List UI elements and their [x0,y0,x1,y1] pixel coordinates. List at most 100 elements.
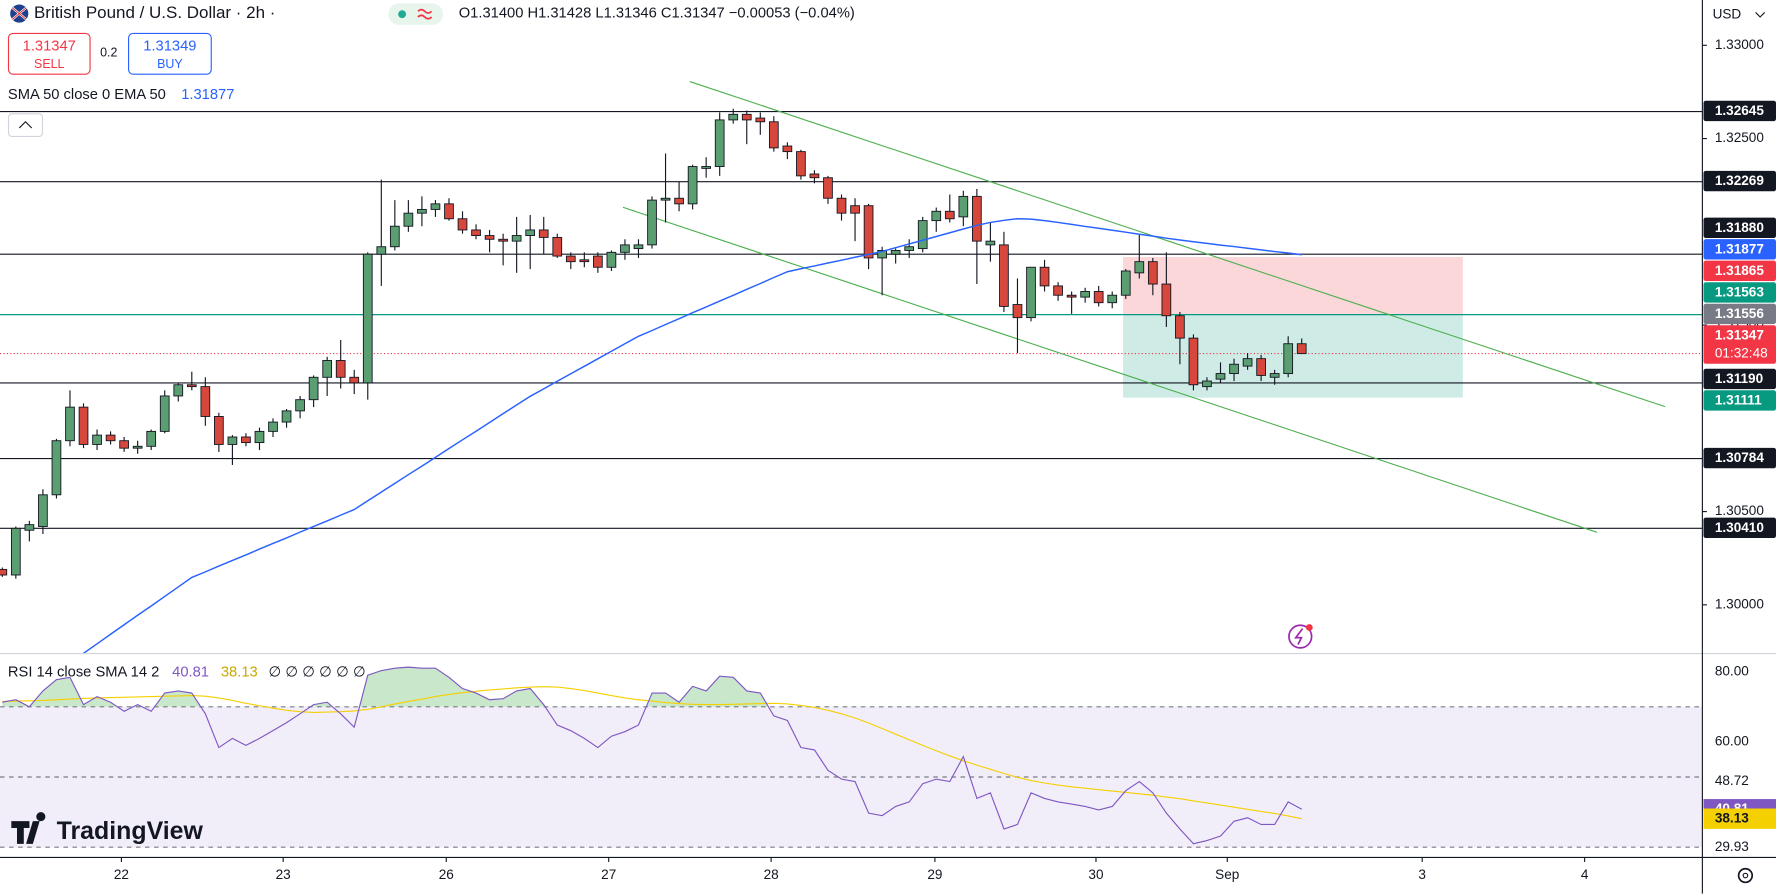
candle-body [241,436,251,444]
candle-body [958,195,969,218]
candle-body [78,406,89,445]
price-label-bg [1703,325,1776,364]
candle-body [1161,283,1172,317]
price-label-bg [1703,260,1776,282]
candle-body [620,244,630,253]
candle-body [1026,266,1036,319]
candle-body [173,384,184,397]
flag-cross-red [12,7,27,20]
x-tick-label: Sep [1215,867,1239,882]
x-tick-label: 22 [114,867,129,882]
candle-body [281,410,292,423]
candle-body [741,113,752,121]
candle-body [132,445,143,449]
candle-body [565,255,576,263]
price-label: 1.31347 [1715,328,1764,343]
candle-body [863,205,874,259]
rsi-line [2,666,1303,845]
candle-body [159,395,170,432]
candle-body [701,166,712,169]
alert-icon[interactable] [1288,624,1313,649]
rsi-label: RSI 14 close SMA 14 2 [8,665,159,681]
settings-icon[interactable] [1737,867,1754,884]
price-label: 1.30410 [1715,520,1764,535]
candle-body [1296,343,1307,355]
candle-body [105,434,116,442]
channel-lower [622,206,1598,533]
alert-bolt[interactable] [1294,628,1304,645]
sell-label[interactable]: SELL [34,57,65,71]
position-tool [1123,256,1463,398]
sell-price[interactable]: 1.31347 [23,38,76,54]
candle-body [674,197,684,205]
candle-body [0,568,8,576]
candle-body [931,210,942,222]
spread: 0.2 [100,46,117,60]
price-label-bg [1703,217,1776,239]
candle-body [1215,373,1226,380]
candle-body [403,212,414,227]
x-tick-label: 30 [1088,867,1104,882]
candle-body [227,436,238,445]
candle-body [728,113,739,121]
x-tick-label: 23 [276,867,291,882]
currency-caret[interactable] [1755,12,1766,18]
symbol-title: British Pound / U.S. Dollar · 2h · [34,3,275,22]
collapse-button[interactable] [7,113,44,138]
candle-body [457,218,468,231]
x-tick-label: 3 [1418,867,1426,882]
candle-body [186,384,197,388]
price-label-bg [1703,303,1776,325]
price-label: 1.32645 [1715,103,1765,118]
y-tick-label: 1.32500 [1715,130,1765,145]
candle-body [146,430,157,447]
market-open-dot [398,10,407,19]
candle-body [823,177,833,199]
candle-body [985,240,996,246]
collapse-icon[interactable] [18,120,33,129]
sell-button[interactable] [7,32,91,75]
buy-label[interactable]: BUY [157,57,183,71]
rsi-value: 40.81 [172,665,209,681]
candle-body [349,376,360,384]
buy-button[interactable] [127,32,212,75]
x-tick-label: 28 [764,867,779,882]
price-label-bg [1703,282,1776,303]
candle-body [1134,261,1145,274]
currency[interactable]: USD [1713,6,1742,21]
price-labels: 40.8138.131.326451.322691.318801.318771.… [1703,100,1776,829]
ema-line [83,217,1302,654]
stop-zone [1123,256,1463,315]
candle-body [768,121,779,149]
settings-icon-core[interactable] [1742,872,1749,879]
buy-price[interactable]: 1.31349 [143,38,196,54]
levels [0,110,1703,529]
candle-body [254,430,265,444]
candle-body [579,259,590,263]
candle-body [796,151,806,177]
price-pane [0,108,1307,654]
candle-body [593,255,603,268]
countdown: 01:32:48 [1715,346,1768,361]
price-label: 1.31877 [1715,242,1764,257]
candle-body [1188,337,1199,386]
price-label-bg [1703,170,1776,192]
rsi-sma-line [2,686,1302,820]
candle-body [1269,373,1280,378]
candle-body [1202,380,1212,388]
candle-body [471,229,481,236]
price-label: 1.31865 [1715,263,1765,278]
candle-body [836,197,847,214]
alert-dot [1305,624,1313,631]
candle-body [714,119,725,167]
candle-body [214,416,224,445]
candle-body [538,229,549,238]
rsi-sma-value: 38.13 [221,665,258,681]
header: British Pound / U.S. Dollar · 2h · O1.31… [7,3,1766,884]
x-tick-label: 26 [439,867,454,882]
price-label-bg [1703,368,1776,390]
candle-body [200,386,211,417]
candle-body [687,166,698,205]
